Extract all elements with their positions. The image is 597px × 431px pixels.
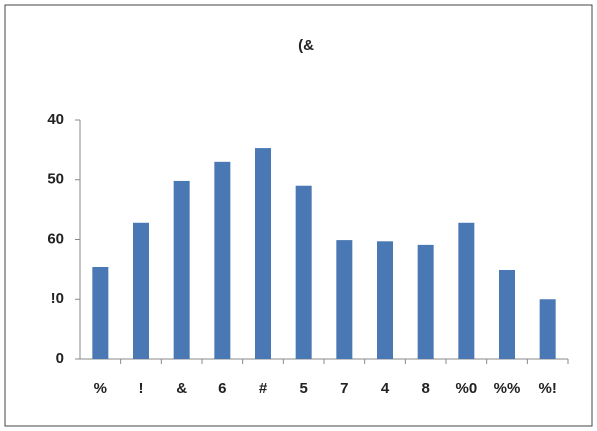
y-tick-label: !0 bbox=[51, 290, 64, 307]
x-tick-label: 4 bbox=[381, 380, 390, 397]
x-tick-label: 6 bbox=[218, 380, 226, 397]
bar bbox=[92, 266, 109, 359]
bar bbox=[458, 222, 475, 359]
y-tick-label: 40 bbox=[47, 111, 64, 128]
bar bbox=[214, 161, 231, 359]
bar bbox=[255, 148, 271, 359]
bar bbox=[417, 244, 434, 359]
chart-title: (& bbox=[298, 37, 314, 54]
bar bbox=[295, 185, 312, 359]
x-tick-label: % bbox=[94, 380, 107, 397]
bar bbox=[336, 240, 353, 359]
x-tick-label: & bbox=[176, 380, 187, 397]
y-tick-label: 60 bbox=[47, 230, 64, 247]
bar bbox=[133, 222, 149, 359]
x-tick-label: 5 bbox=[299, 380, 307, 397]
bar bbox=[499, 269, 515, 359]
y-tick-label: 50 bbox=[47, 171, 64, 188]
x-tick-label: # bbox=[259, 380, 268, 397]
x-tick-label: %! bbox=[538, 380, 556, 397]
x-tick-label: 7 bbox=[340, 380, 348, 397]
x-tick-label: %% bbox=[494, 380, 521, 397]
x-tick-label: %0 bbox=[455, 380, 477, 397]
bar bbox=[173, 180, 190, 359]
bar bbox=[377, 241, 393, 359]
y-tick-label: 0 bbox=[56, 350, 64, 367]
x-tick-label: 8 bbox=[421, 380, 429, 397]
x-tick-label: ! bbox=[139, 380, 144, 397]
bar bbox=[539, 299, 556, 359]
